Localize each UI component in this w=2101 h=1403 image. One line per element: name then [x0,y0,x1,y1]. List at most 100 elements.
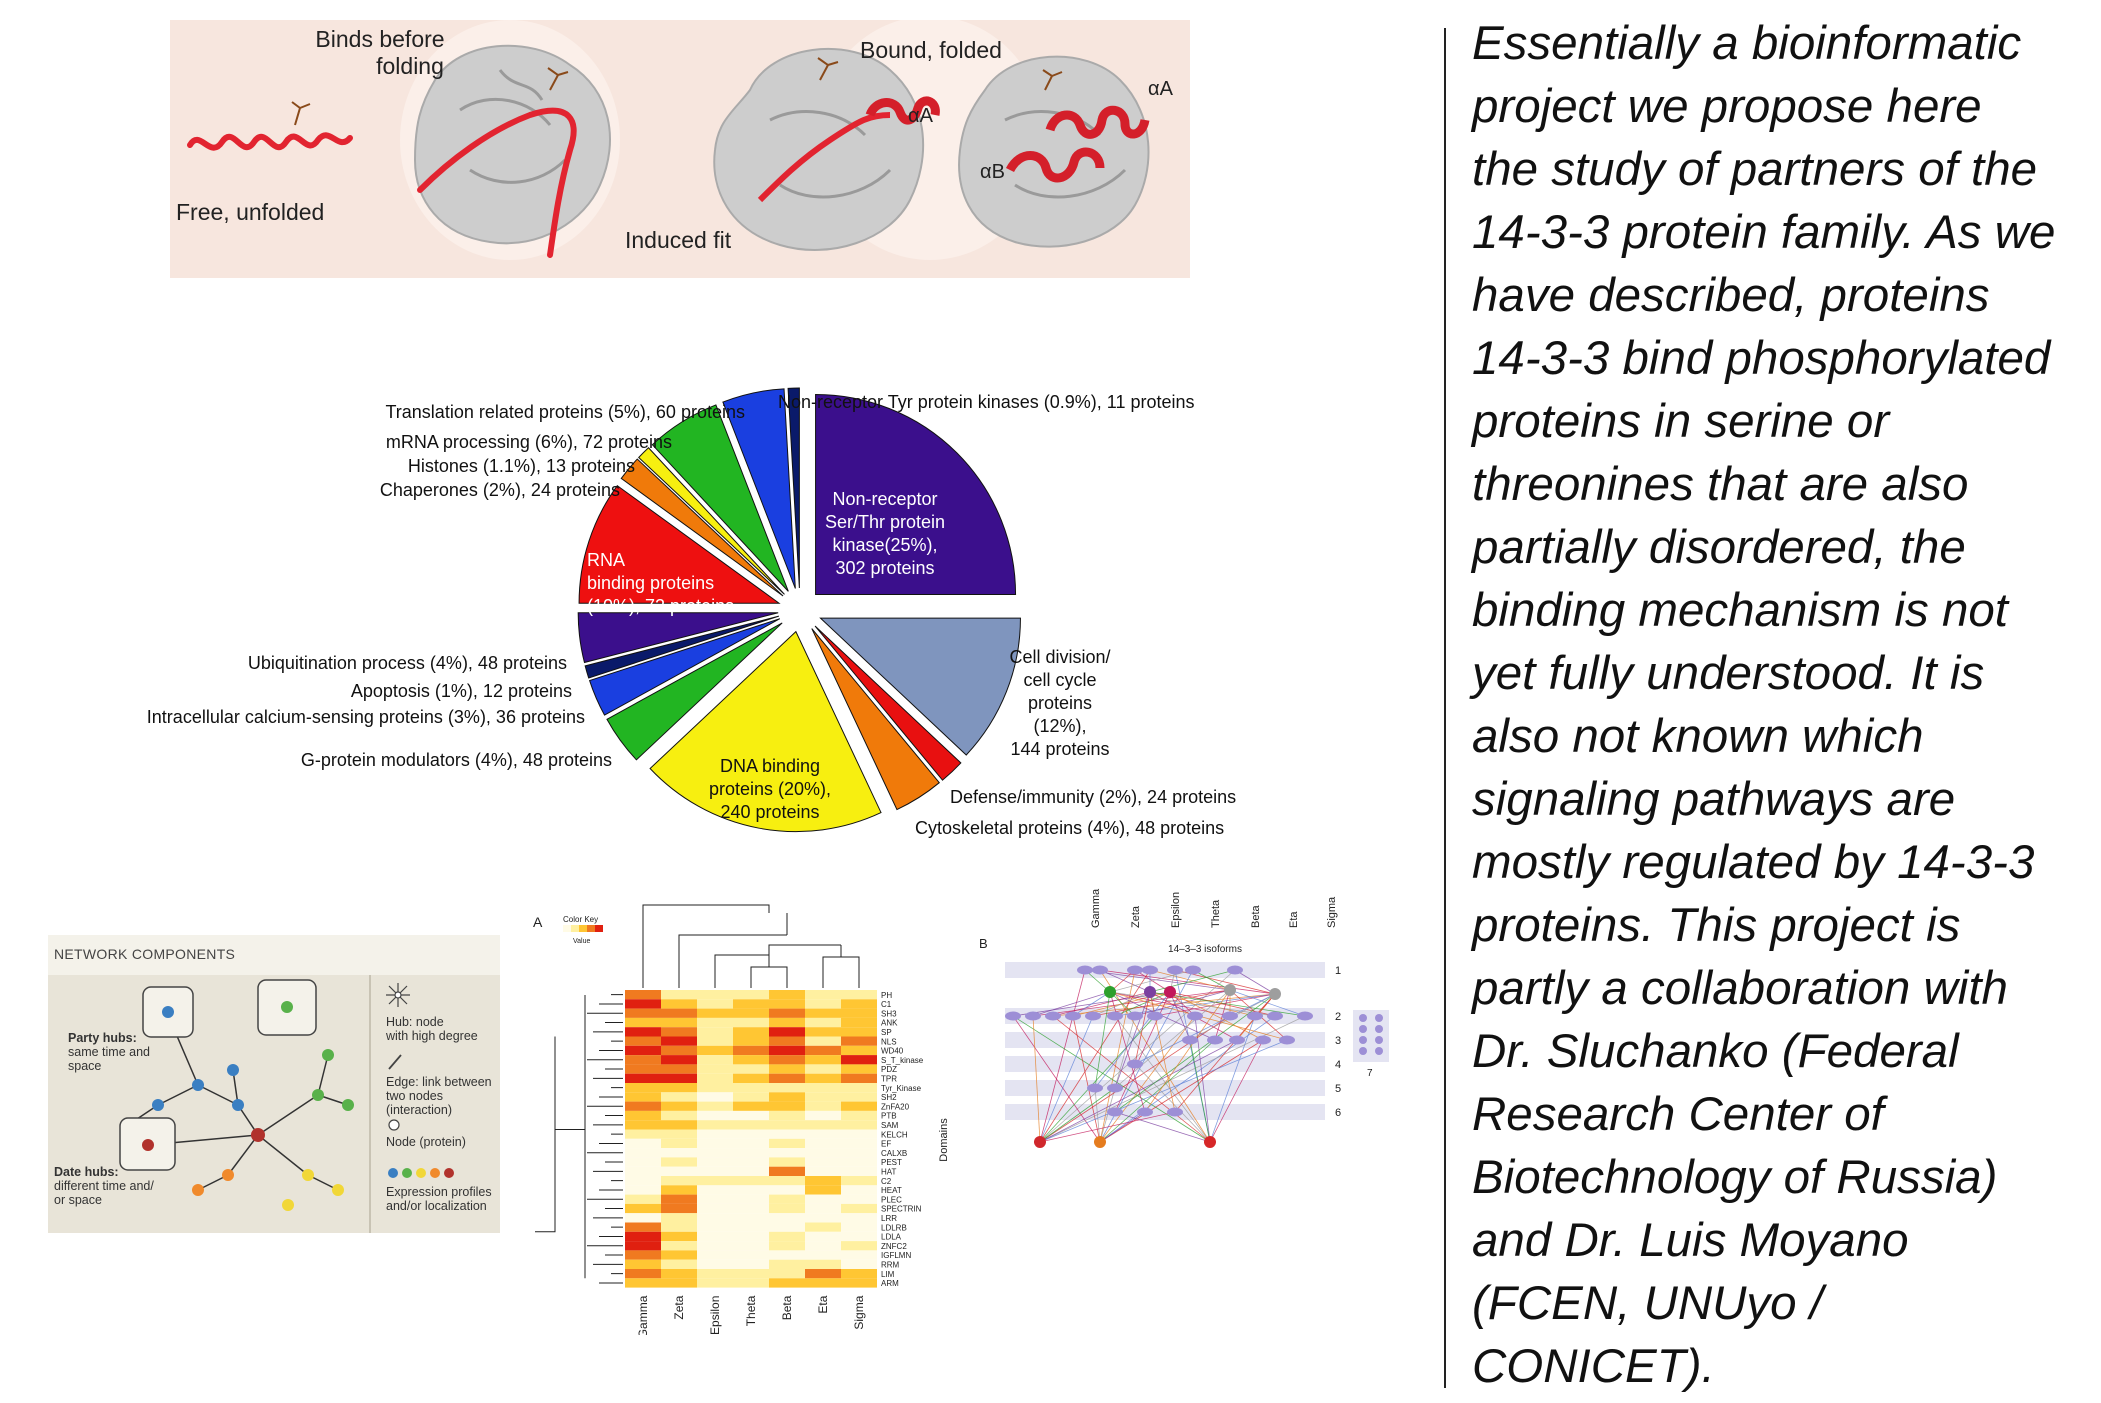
bound-helix-a [1045,105,1150,139]
heatmap-cell [841,1017,877,1028]
heatmap-column-label: Epsilon [708,1296,722,1335]
pie-slice-label: Ubiquitination process (4%), 48 proteins [248,653,567,673]
heatmap-cell [805,1036,841,1046]
heatmap-cell [697,1110,733,1121]
heatmap-cell [841,990,877,1000]
heatmap-cell [805,1166,841,1176]
isoform-side-node [1375,1014,1383,1022]
pie-slice [814,625,962,781]
pie-slice-label: G-protein modulators (4%), 48 proteins [301,750,612,770]
protein-surface-1 [413,44,611,245]
heatmap-cell [805,1194,841,1204]
isoform-node [1267,1011,1283,1021]
isoform-side-node [1359,1014,1367,1022]
expression-dot [388,1168,398,1178]
pie-slice-label: Cell division/cell cycle proteins (12%), 14… [1009,647,1110,759]
heatmap-cell [697,1073,733,1083]
heatmap-cell [769,1203,805,1214]
isoform-node [1005,1011,1021,1021]
heatmap-row-label: S_T_kinase [881,1056,924,1065]
network-panel-title: NETWORK COMPONENTS [54,946,236,962]
heatmap-cell [805,1101,841,1111]
prose-line: partly a collaboration with [1472,962,2008,1015]
heatmap-cell [841,1157,877,1167]
isoform-edge [1099,1039,1216,1143]
heatmap-cell [769,1027,805,1037]
heatmap-cell [841,1036,877,1046]
heatmap-cell [697,1064,733,1074]
isoform-node [1247,1011,1263,1021]
heatmap-cell [697,1222,733,1232]
heatmap-cell [625,1101,661,1111]
isoform-hub [1034,1136,1046,1148]
heatmap-cell [661,1008,697,1018]
heatmap-cell [625,1017,661,1028]
isoform-edge [1039,1015,1156,1143]
heatmap-cell [841,1008,877,1018]
heatmap-cell [841,1185,877,1195]
pie-label-line: proteins (20%), [709,779,831,799]
protein-surface-3 [958,55,1150,248]
isoform-hub [1094,1136,1106,1148]
isoform-edge [1114,991,1171,1017]
heatmap-cell [661,1185,697,1195]
heatmap-cell [625,1008,661,1018]
isoform-edge [1114,1111,1211,1143]
heatmap-cell [661,1110,697,1121]
pie-slice [811,628,940,811]
heatmap-cell [733,1157,769,1167]
heatmap-cell [733,1120,769,1130]
alpha-a-label-1: αA [908,105,934,127]
pie-slice-label: Apoptosis (1%), 12 proteins [351,681,572,701]
pie-slice-label: DNA binding proteins (20%), 240 proteins [709,756,831,822]
heatmap-cell [697,1203,733,1214]
heatmap-cell [841,1194,877,1204]
heatmap-cell [733,1148,769,1158]
row-dendrogram [535,994,623,1284]
heatmap-cell [697,1250,733,1260]
heatmap-cell [841,1129,877,1139]
heatmap-cell [733,1194,769,1204]
heatmap-cell [769,990,805,1000]
heatmap-cell [805,1073,841,1083]
pie-label-line: proteins [1028,693,1092,713]
heatmap-cell [661,1250,697,1260]
heatmap-cell [661,1148,697,1158]
prose-line: signaling pathways are [1472,773,1956,826]
heatmap-row-label: HEAT [881,1186,902,1195]
isoform-edge [1209,1015,1256,1143]
heatmap-cell [769,1166,805,1176]
heatmap-cell [733,999,769,1009]
heatmap-cell [697,1194,733,1204]
heatmap-cell [805,1231,841,1242]
heatmap-cell [625,1083,661,1093]
heatmap-cell [841,1064,877,1074]
heatmap-cell [697,1166,733,1176]
heatmap-cell [805,1064,841,1074]
isoform-edge [1134,991,1151,1065]
isoform-edge [1099,969,1151,993]
isoform-edge [1134,989,1231,1017]
pie-slice-label: Defense/immunity (2%), 24 proteins [950,787,1236,807]
isoform-edge [1084,969,1231,991]
heatmap-cell [733,1064,769,1074]
isoform-column-label: Sigma [1326,896,1338,928]
heatmap-cell [805,1027,841,1037]
isoform-edge [1114,991,1151,1089]
prose-line: proteins. This project is [1472,899,1961,952]
isoform-edge [1109,991,1231,1017]
isoform-side-label: 7 [1367,1068,1373,1079]
heatmap-row-label: LDLRB [881,1223,907,1232]
pie-slice-label: Translation related proteins (5%), 60 pr… [385,402,745,422]
heatmap-cell [661,1194,697,1204]
isoform-edge [1072,1015,1101,1143]
heatmap-cell [661,1222,697,1232]
prose-line: threonines that are also [1472,458,1969,511]
heatmap-cell [841,1259,877,1269]
heatmap-cell [697,1036,733,1046]
heatmap-cell [697,1278,733,1288]
isoform-edge [1189,1039,1211,1143]
pie-label-line: 144 proteins [1010,739,1109,759]
isoform-edge [1039,969,1151,1143]
heatmap-cell [697,1259,733,1269]
